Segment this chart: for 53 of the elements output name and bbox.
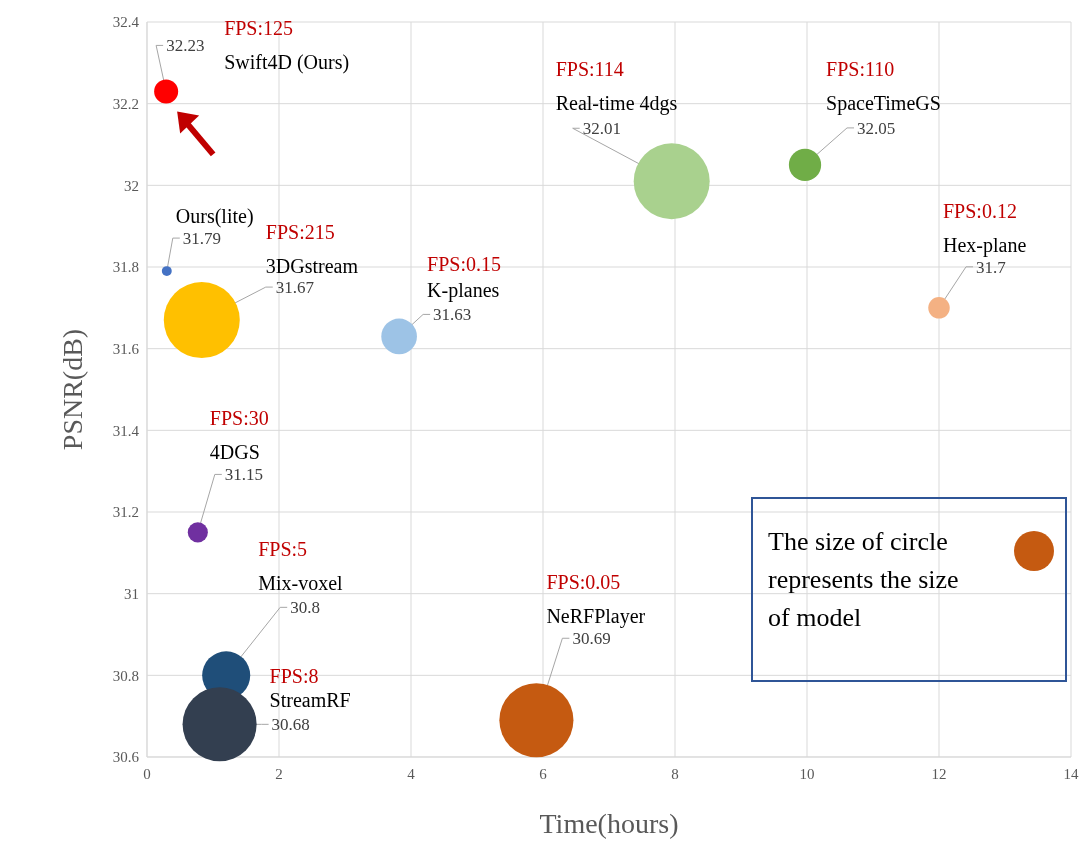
annotation: FPS:110: [826, 57, 895, 80]
series-label: StreamRF: [269, 689, 351, 712]
text: NeRFPlayer: [546, 605, 646, 629]
data-label: 32.05: [857, 118, 896, 138]
data-label: 31.7: [976, 257, 1007, 277]
y-tick-label: 32.2: [112, 95, 139, 112]
y-tick-label: 32.4: [112, 14, 140, 31]
series-label: K-planes: [427, 279, 500, 303]
series-label: SpaceTimeGS: [826, 91, 941, 115]
text: Hex-plane: [943, 233, 1027, 257]
annotation: FPS:215: [265, 221, 335, 244]
y-axis-title: PSNR(dB): [57, 328, 88, 451]
y-tick-label: 31: [124, 585, 139, 602]
x-axis-title: Time(hours): [539, 808, 679, 839]
annotation: FPS:30: [209, 407, 269, 430]
y-tick-label: 31.4: [112, 422, 140, 439]
x-tick-label: 4: [407, 766, 416, 782]
data-label: 32.01: [582, 119, 621, 139]
annotation: FPS:8: [269, 665, 319, 688]
text: Ours(lite): [175, 205, 254, 229]
text: Mix-voxel: [258, 572, 344, 595]
data-label: 31.63: [433, 305, 472, 325]
text: Swift4D (Ours): [224, 51, 350, 75]
y-tick-label: 30.8: [112, 667, 139, 684]
y-tick-label: 30.6: [112, 749, 140, 766]
y-tick-label: 32: [124, 177, 139, 194]
x-tick-label: 14: [1063, 766, 1079, 782]
y-tick-label: 31.8: [112, 259, 139, 276]
annotation: FPS:5: [258, 538, 308, 561]
data-label: 30.8: [290, 598, 320, 618]
annotation: FPS:114: [555, 58, 624, 81]
x-tick-label: 6: [539, 766, 548, 782]
series-label: 3DGstream: [265, 255, 359, 278]
data-label: 32.23: [166, 36, 205, 56]
y-tick-label: 31.2: [112, 504, 139, 521]
x-tick-label: 2: [275, 766, 283, 782]
text: 4DGS: [209, 441, 260, 464]
annotation: FPS:0.12: [943, 199, 1017, 222]
series-label: Real-time 4dgs: [555, 92, 678, 116]
data-label: 30.69: [572, 629, 611, 649]
annotation: The size of circle represents the size of model: [768, 527, 959, 632]
annotation: FPS:125: [224, 17, 294, 40]
annotation: FPS:0.15: [427, 253, 502, 276]
data-label: 30.68: [271, 715, 310, 735]
x-tick-label: 12: [931, 766, 947, 782]
x-tick-label: 0: [143, 766, 151, 782]
y-tick-label: 31.6: [112, 340, 140, 357]
x-tick-label: 8: [671, 766, 679, 782]
x-tick-label: 10: [799, 766, 815, 782]
annotation: FPS:0.05: [546, 571, 621, 594]
data-label: 31.79: [182, 229, 222, 249]
data-label: 31.15: [224, 465, 264, 485]
data-label: 31.67: [275, 278, 315, 298]
